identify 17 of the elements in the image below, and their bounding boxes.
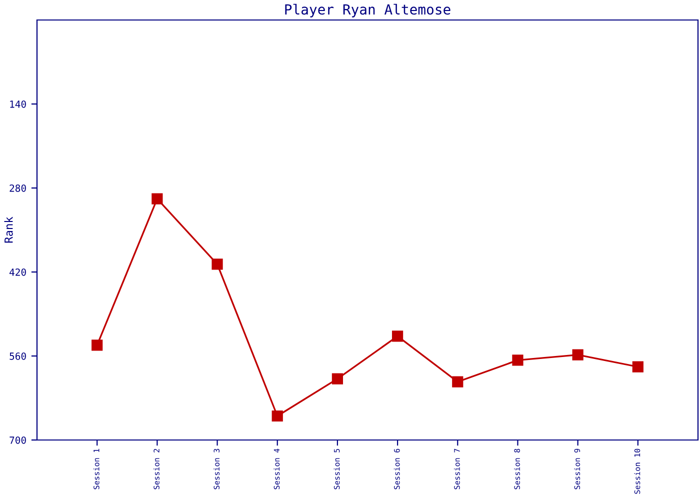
point bbox=[572, 349, 584, 360]
y-tick-label: 700 bbox=[10, 436, 26, 444]
y-tick-label: 420 bbox=[10, 268, 26, 276]
point bbox=[512, 354, 524, 366]
point bbox=[452, 376, 464, 388]
point bbox=[272, 410, 283, 422]
point bbox=[152, 193, 163, 204]
point bbox=[212, 258, 223, 270]
y-tick-label: 280 bbox=[10, 184, 26, 192]
point bbox=[632, 361, 644, 372]
y-tick-label: 560 bbox=[10, 352, 26, 360]
point bbox=[92, 340, 103, 351]
point bbox=[332, 373, 344, 384]
point bbox=[392, 330, 404, 342]
y-tick-label: 140 bbox=[10, 100, 26, 108]
chart-title: Player Ryan Altemose bbox=[285, 4, 450, 18]
y-axis-title: Rank bbox=[4, 216, 13, 243]
